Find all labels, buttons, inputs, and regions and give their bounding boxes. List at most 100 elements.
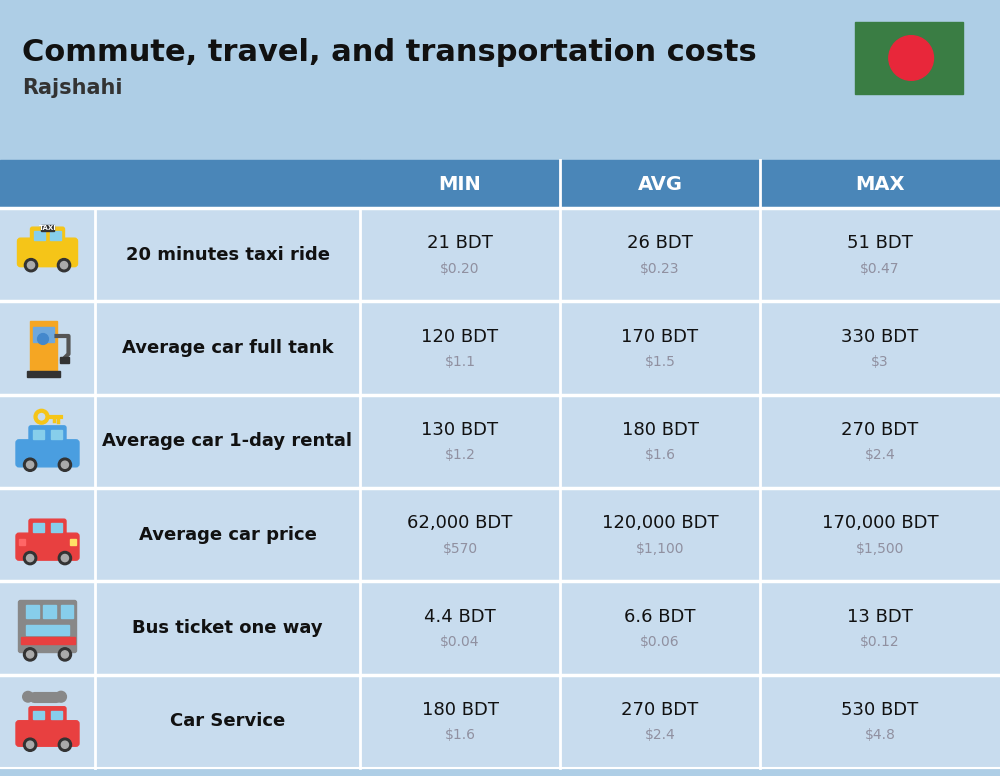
FancyBboxPatch shape: [29, 426, 66, 446]
Text: 21 BDT: 21 BDT: [427, 234, 493, 252]
Circle shape: [57, 258, 71, 272]
Text: 62,000 BDT: 62,000 BDT: [407, 514, 513, 532]
Bar: [32, 523, 44, 532]
Text: $1.1: $1.1: [444, 355, 476, 369]
Text: $1.5: $1.5: [645, 355, 675, 369]
Bar: [30, 321, 56, 375]
Text: Car Service: Car Service: [170, 712, 285, 730]
Text: Average car price: Average car price: [139, 525, 316, 544]
Circle shape: [24, 552, 37, 565]
Circle shape: [24, 458, 37, 471]
Text: 530 BDT: 530 BDT: [841, 702, 919, 719]
Circle shape: [56, 691, 66, 702]
Circle shape: [24, 738, 37, 751]
Circle shape: [58, 552, 72, 565]
Circle shape: [58, 738, 72, 751]
Text: Bus ticket one way: Bus ticket one way: [132, 619, 323, 637]
Circle shape: [38, 334, 48, 345]
Text: 270 BDT: 270 BDT: [621, 702, 699, 719]
Circle shape: [24, 648, 37, 661]
Text: $1,500: $1,500: [856, 542, 904, 556]
Bar: [70, 539, 76, 545]
Text: MAX: MAX: [855, 175, 905, 193]
Bar: [26, 625, 69, 636]
Circle shape: [27, 262, 35, 268]
Circle shape: [24, 258, 38, 272]
FancyBboxPatch shape: [16, 440, 79, 467]
FancyBboxPatch shape: [16, 533, 79, 560]
Circle shape: [61, 461, 68, 469]
Text: 120,000 BDT: 120,000 BDT: [602, 514, 718, 532]
Text: 120 BDT: 120 BDT: [421, 327, 499, 346]
Text: 20 minutes taxi ride: 20 minutes taxi ride: [126, 246, 330, 264]
Text: Average car 1-day rental: Average car 1-day rental: [103, 432, 352, 450]
Bar: [0, 301, 1000, 395]
FancyBboxPatch shape: [16, 721, 79, 747]
Text: $4.8: $4.8: [865, 729, 895, 743]
Text: $2.4: $2.4: [865, 449, 895, 462]
Text: MIN: MIN: [439, 175, 481, 193]
Bar: [0, 674, 1000, 768]
Text: $570: $570: [442, 542, 478, 556]
Circle shape: [58, 458, 72, 471]
Text: $1.6: $1.6: [444, 729, 476, 743]
Bar: [41, 225, 54, 230]
FancyBboxPatch shape: [29, 707, 66, 727]
FancyBboxPatch shape: [18, 601, 76, 653]
Text: $0.47: $0.47: [860, 262, 900, 275]
Bar: [43, 605, 56, 618]
Bar: [0, 160, 360, 208]
Text: $0.23: $0.23: [640, 262, 680, 275]
Text: 6.6 BDT: 6.6 BDT: [624, 608, 696, 625]
Bar: [20, 637, 74, 645]
Bar: [50, 523, 62, 532]
Text: 180 BDT: 180 BDT: [422, 702, 498, 719]
Text: 130 BDT: 130 BDT: [421, 421, 499, 439]
Bar: [34, 230, 45, 241]
Text: Commute, travel, and transportation costs: Commute, travel, and transportation cost…: [22, 38, 757, 67]
Text: $0.06: $0.06: [640, 635, 680, 649]
Text: 26 BDT: 26 BDT: [627, 234, 693, 252]
Text: 170 BDT: 170 BDT: [621, 327, 699, 346]
Circle shape: [22, 691, 34, 703]
Bar: [32, 430, 44, 439]
Text: AVG: AVG: [638, 175, 682, 193]
Bar: [560, 160, 760, 208]
Circle shape: [26, 461, 34, 469]
Circle shape: [60, 262, 68, 268]
Text: 13 BDT: 13 BDT: [847, 608, 913, 625]
Circle shape: [58, 648, 72, 661]
FancyBboxPatch shape: [29, 519, 66, 539]
Text: $2.4: $2.4: [645, 729, 675, 743]
Circle shape: [26, 651, 34, 658]
Circle shape: [61, 741, 68, 748]
Bar: [0, 395, 1000, 488]
Bar: [32, 327, 54, 342]
Text: Rajshahi: Rajshahi: [22, 78, 122, 98]
Bar: [26, 370, 60, 376]
Bar: [19, 539, 25, 545]
Bar: [855, 22, 963, 94]
Text: $0.04: $0.04: [440, 635, 480, 649]
Bar: [0, 488, 1000, 581]
Text: 51 BDT: 51 BDT: [847, 234, 913, 252]
Circle shape: [26, 741, 34, 748]
Text: 170,000 BDT: 170,000 BDT: [822, 514, 938, 532]
Bar: [50, 230, 61, 241]
Bar: [61, 605, 73, 618]
Circle shape: [889, 36, 933, 81]
Text: $1.6: $1.6: [644, 449, 676, 462]
Text: $0.20: $0.20: [440, 262, 480, 275]
Bar: [760, 160, 1000, 208]
Text: TAXI: TAXI: [39, 225, 56, 230]
Bar: [32, 711, 44, 719]
Bar: [360, 160, 560, 208]
Text: 180 BDT: 180 BDT: [622, 421, 698, 439]
Text: $0.12: $0.12: [860, 635, 900, 649]
FancyBboxPatch shape: [18, 238, 78, 267]
Text: $1,100: $1,100: [636, 542, 684, 556]
Bar: [0, 208, 1000, 301]
Circle shape: [26, 555, 34, 562]
Text: 330 BDT: 330 BDT: [841, 327, 919, 346]
Text: $3: $3: [871, 355, 889, 369]
